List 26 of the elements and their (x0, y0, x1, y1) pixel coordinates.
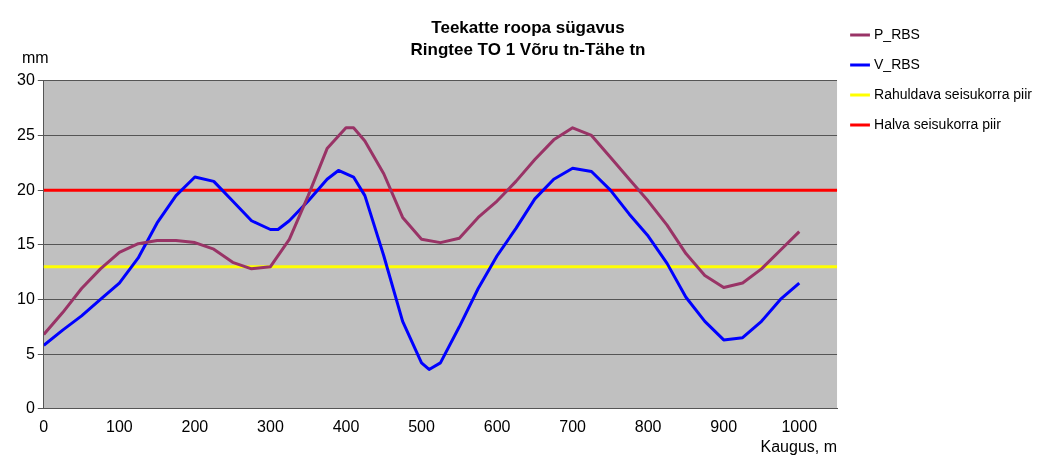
x-tick-label: 300 (257, 417, 284, 435)
chart-title: Teekatte roopa sügavus (431, 17, 625, 37)
legend-label: V_RBS (874, 55, 920, 72)
x-tick-label: 800 (634, 417, 662, 435)
x-tick-label: 1000 (781, 417, 818, 435)
y-tick-label: 30 (17, 71, 35, 89)
x-tick-label: 700 (559, 417, 587, 435)
legend-label: Halva seisukorra piir (874, 115, 1002, 132)
x-tick-label: 900 (710, 417, 738, 435)
chart-subtitle: Ringtee TO 1 Võru tn-Tähe tn (410, 40, 646, 60)
x-tick-label: 600 (483, 417, 511, 435)
y-axis-title: mm (22, 49, 49, 67)
x-tick-label: 100 (105, 417, 133, 435)
y-tick-label: 0 (25, 399, 35, 417)
y-tick-label: 10 (17, 289, 35, 307)
y-tick-label: 20 (17, 180, 35, 198)
y-tick-label: 15 (17, 235, 35, 253)
y-tick-label: 25 (17, 125, 35, 143)
legend-label: P_RBS (874, 25, 920, 42)
y-tick-label: 5 (25, 344, 35, 362)
legend-label: Rahuldava seisukorra piir (874, 85, 1033, 102)
x-tick-label: 500 (408, 417, 435, 435)
x-axis-title: Kaugus, m (760, 438, 838, 456)
x-tick-label: 0 (39, 417, 49, 435)
x-tick-label: 200 (181, 417, 209, 435)
x-tick-label: 400 (332, 417, 360, 435)
